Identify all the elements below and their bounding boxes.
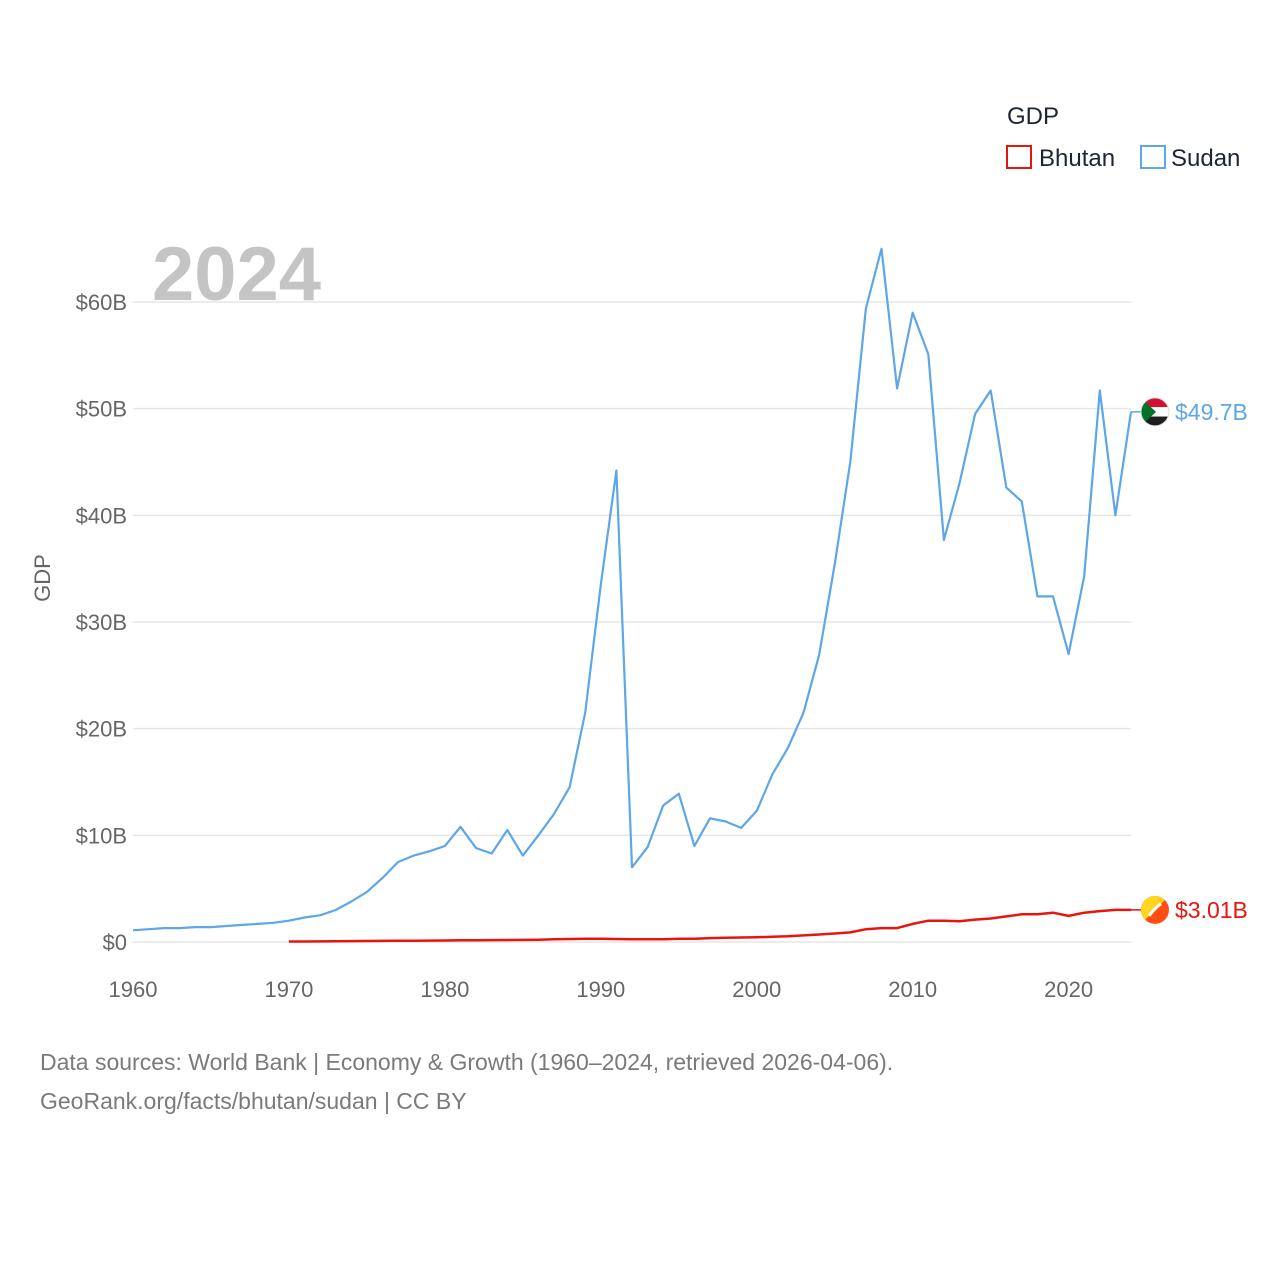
y-axis-label: GDP: [30, 554, 55, 602]
series-lines: [132, 247, 1133, 943]
y-axis: $0 $10B $20B $30B $40B $50B $60B: [76, 290, 127, 955]
end-label-bhutan: $3.01B: [1175, 897, 1248, 923]
grid-lines: [133, 301, 1131, 943]
legend-label-sudan: Sudan: [1171, 145, 1240, 172]
sudan-flag-icon: [1140, 397, 1170, 427]
legend-swatch-bhutan: [1006, 145, 1032, 169]
y-tick-label: $40B: [76, 503, 127, 528]
x-tick-label: 1990: [576, 977, 625, 1002]
end-label-sudan: $49.7B: [1175, 399, 1248, 425]
legend-label-bhutan: Bhutan: [1039, 145, 1115, 172]
legend-item-bhutan[interactable]: Bhutan: [1006, 145, 1115, 172]
y-tick-label: $0: [103, 930, 127, 955]
legend-title: GDP: [1007, 103, 1059, 130]
legend-item-sudan[interactable]: Sudan: [1140, 145, 1240, 172]
x-axis: 1960 1970 1980 1990 2000 2010 2020: [109, 977, 1094, 1002]
y-tick-label: $10B: [76, 823, 127, 848]
line-bhutan: [288, 908, 1131, 943]
y-tick-label: $50B: [76, 397, 127, 422]
data-sources: Data sources: World Bank | Economy & Gro…: [40, 1049, 894, 1075]
legend: GDP Bhutan Sudan: [1006, 103, 1240, 172]
footer: Data sources: World Bank | Economy & Gro…: [40, 1043, 893, 1121]
x-tick-label: 1980: [420, 977, 469, 1002]
year-watermark: 2024: [152, 232, 321, 317]
x-tick-label: 2000: [732, 977, 781, 1002]
y-tick-label: $60B: [76, 290, 127, 315]
line-sudan: [132, 247, 1133, 932]
x-tick-label: 2020: [1044, 977, 1093, 1002]
end-markers: $3.01B $49.7B: [1131, 397, 1248, 924]
legend-swatch-sudan: [1140, 145, 1166, 169]
x-tick-label: 1960: [109, 977, 158, 1002]
bhutan-flag-icon: [1141, 895, 1169, 924]
x-tick-label: 1970: [264, 977, 313, 1002]
x-tick-label: 2010: [888, 977, 937, 1002]
y-tick-label: $20B: [76, 717, 127, 742]
y-tick-label: $30B: [76, 610, 127, 635]
credit-link[interactable]: GeoRank.org/facts/bhutan/sudan | CC BY: [40, 1088, 467, 1114]
